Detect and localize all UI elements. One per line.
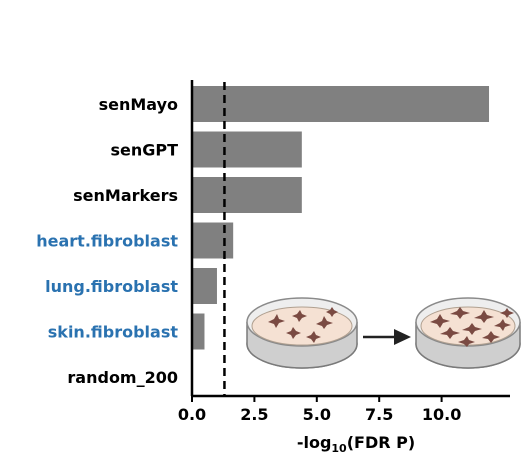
x-axis-title: -log10(FDR P) — [297, 433, 415, 455]
category-label-random-200: random_200 — [67, 368, 178, 387]
category-label-senmarkers: senMarkers — [73, 186, 178, 205]
x-tick-label: 5.0 — [303, 405, 331, 424]
category-labels: senMayo senGPT senMarkers heart.fibroblast l… — [36, 95, 178, 387]
x-tick-label: 0.0 — [178, 405, 206, 424]
x-tick-label: 2.5 — [240, 405, 268, 424]
x-tick-label: 10.0 — [422, 405, 461, 424]
category-label-senmayo: senMayo — [99, 95, 178, 114]
bar-lung-fibroblast — [192, 268, 217, 304]
category-label-lung-fibroblast: lung.fibroblast — [45, 277, 178, 296]
bar-senmarkers — [192, 177, 302, 213]
x-axis-title-suffix: (FDR P) — [347, 433, 415, 452]
category-label-sengpt: senGPT — [110, 141, 178, 160]
category-label-skin-fibroblast: skin.fibroblast — [48, 323, 179, 342]
bars-group — [192, 86, 490, 350]
bar-skin-fibroblast — [192, 313, 205, 350]
category-label-heart-fibroblast: heart.fibroblast — [36, 232, 178, 251]
x-axis-title-subscript: 10 — [331, 442, 347, 455]
x-tick-label: 7.5 — [365, 405, 393, 424]
x-axis-title-prefix: -log — [297, 433, 332, 452]
dish-dense-icon — [415, 297, 521, 369]
axes-group — [190, 80, 510, 398]
bar-senmayo — [192, 86, 490, 122]
bar-heart-fibroblast — [192, 222, 234, 259]
x-axis-ticks: 0.0 2.5 5.0 7.5 10.0 — [178, 396, 461, 424]
arrow-right-icon — [363, 329, 411, 345]
dish-sparse-icon — [246, 297, 358, 369]
cell-culture-illustration — [246, 297, 521, 369]
bar-sengpt — [192, 131, 302, 168]
